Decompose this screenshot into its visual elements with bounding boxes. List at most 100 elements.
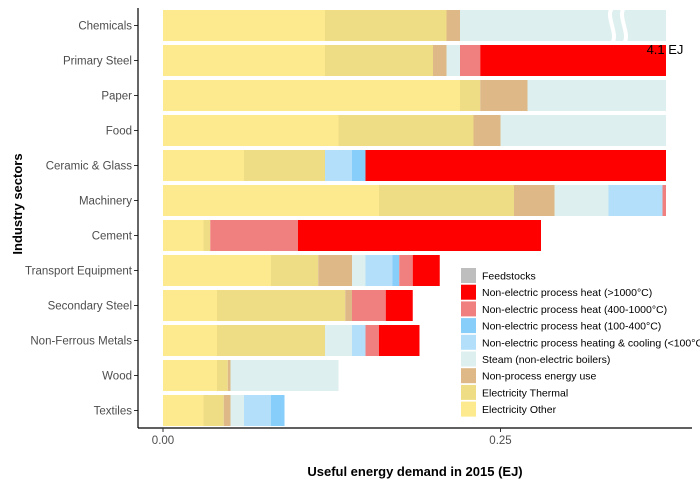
legend-label-steam-non-electric-boilers: Steam (non-electric boilers) <box>482 354 610 366</box>
category-label: Secondary Steel <box>48 301 132 313</box>
legend-label-non-electric-process-heat-100-400-c: Non-electric process heat (100-400°C) <box>482 321 661 333</box>
bar-textiles-electricity-thermal <box>203 395 224 426</box>
bar-secondary-steel-electricity-thermal <box>217 290 346 321</box>
legend-label-non-electric-process-heat-400-1000-c: Non-electric process heat (400-1000°C) <box>482 304 667 316</box>
bar-transport-equipment-non-electric-process-heat-1000-c <box>412 255 440 286</box>
bar-paper-steam-non-electric-boilers <box>527 80 666 111</box>
legend-label-non-electric-process-heat-1000-c: Non-electric process heat (>1000°C) <box>482 287 652 299</box>
bar-ceramic-glass-non-electric-process-heat-1000-c <box>365 150 666 181</box>
bar-textiles-non-electric-process-heat-100-400-c <box>271 395 285 426</box>
bar-primary-steel-electricity-thermal <box>325 45 433 76</box>
bar-paper-electricity-thermal <box>460 80 481 111</box>
bar-wood-electricity-thermal <box>217 360 228 391</box>
labels-layer: Chemicals Primary Steel Paper Food Ceramic &… <box>25 21 684 448</box>
category-label: Chemicals <box>78 21 132 33</box>
bar-secondary-steel-electricity-other <box>163 290 217 321</box>
legend-label-non-electric-process-heating-cooling-100-c: Non-electric process heating & cooling (… <box>482 337 700 349</box>
axes-layer <box>134 8 692 432</box>
bar-transport-equipment-non-process-energy-use <box>318 255 352 286</box>
bars-layer <box>163 6 666 426</box>
bar-paper-electricity-other <box>163 80 460 111</box>
bar-transport-equipment-electricity-thermal <box>271 255 319 286</box>
bar-primary-steel-non-electric-process-heat-400-1000-c <box>460 45 481 76</box>
legend-label-feedstocks: Feedstocks <box>482 271 536 283</box>
category-label: Wood <box>102 371 132 383</box>
legend-swatch-feedstocks <box>461 268 476 283</box>
bar-cement-non-electric-process-heat-1000-c <box>298 220 541 251</box>
bar-secondary-steel-non-process-energy-use <box>345 290 352 321</box>
bar-textiles-non-electric-process-heating-cooling-100-c <box>244 395 271 426</box>
legend-swatch-electricity-other <box>461 401 476 417</box>
category-label: Cement <box>92 231 133 243</box>
bar-non-ferrous-metals-electricity-thermal <box>217 325 325 356</box>
bar-machinery-electricity-other <box>163 185 379 216</box>
legend-swatch-non-electric-process-heat-1000-c <box>461 284 476 300</box>
bar-chemicals-steam-non-electric-boilers <box>460 10 666 41</box>
bar-non-ferrous-metals-non-electric-process-heat-400-1000-c <box>365 325 379 356</box>
category-label: Paper <box>101 91 132 103</box>
bar-primary-steel-non-electric-process-heat-1000-c <box>480 45 666 76</box>
bar-ceramic-glass-electricity-other <box>163 150 244 181</box>
bar-wood-non-process-energy-use <box>227 360 231 391</box>
value-annotation: 4.1 EJ <box>647 42 684 57</box>
legend-label-electricity-other: Electricity Other <box>482 404 557 416</box>
category-label: Transport Equipment <box>25 266 133 278</box>
legend-swatch-electricity-thermal <box>461 384 476 400</box>
bar-secondary-steel-non-electric-process-heat-400-1000-c <box>352 290 386 321</box>
bar-textiles-non-process-energy-use <box>223 395 231 426</box>
bar-cement-electricity-thermal <box>203 220 211 251</box>
legend-swatch-non-electric-process-heating-cooling-100-c <box>461 334 476 350</box>
bar-primary-steel-non-process-energy-use <box>433 45 447 76</box>
category-label: Machinery <box>79 196 132 208</box>
legend-swatch-steam-non-electric-boilers <box>461 351 476 367</box>
legend-swatch-non-process-energy-use <box>461 368 476 384</box>
bar-chemicals-non-process-energy-use <box>446 10 460 41</box>
bar-machinery-non-electric-process-heating-cooling-100-c <box>608 185 663 216</box>
bar-transport-equipment-steam-non-electric-boilers <box>352 255 366 286</box>
bar-food-steam-non-electric-boilers <box>500 115 666 146</box>
bar-ceramic-glass-electricity-thermal <box>244 150 325 181</box>
bar-transport-equipment-electricity-other <box>163 255 271 286</box>
bar-non-ferrous-metals-electricity-other <box>163 325 217 356</box>
bar-primary-steel-electricity-other <box>163 45 325 76</box>
bar-textiles-electricity-other <box>163 395 204 426</box>
legend: Feedstocks Non-electric process heat (>10… <box>461 268 700 417</box>
x-axis-title: Useful energy demand in 2015 (EJ) <box>307 464 522 479</box>
bar-food-non-process-energy-use <box>473 115 501 146</box>
x-tick-label: 0.25 <box>489 435 511 447</box>
legend-swatch-non-electric-process-heat-100-400-c <box>461 318 476 334</box>
category-label: Primary Steel <box>63 56 132 68</box>
bar-non-ferrous-metals-steam-non-electric-boilers <box>325 325 352 356</box>
legend-label-electricity-thermal: Electricity Thermal <box>482 387 568 399</box>
bar-machinery-electricity-thermal <box>379 185 514 216</box>
legend-label-non-process-energy-use: Non-process energy use <box>482 371 597 383</box>
category-label: Textiles <box>94 406 133 418</box>
x-tick-label: 0.00 <box>152 435 174 447</box>
y-axis-title: Industry sectors <box>10 153 25 254</box>
bar-chemicals-electricity-thermal <box>325 10 447 41</box>
bar-machinery-steam-non-electric-boilers <box>554 185 609 216</box>
bar-non-ferrous-metals-non-electric-process-heat-1000-c <box>379 325 420 356</box>
axis-break-mark <box>608 6 616 45</box>
bar-food-electricity-thermal <box>338 115 474 146</box>
bar-transport-equipment-non-electric-process-heating-cooling-100-c <box>365 255 393 286</box>
bar-chemicals-electricity-other <box>163 10 325 41</box>
bar-machinery-non-electric-process-heat-400-1000-c <box>662 185 666 216</box>
category-label: Food <box>106 126 132 138</box>
axis-break-mark <box>620 6 628 45</box>
category-label: Ceramic & Glass <box>46 161 133 173</box>
bar-non-ferrous-metals-non-electric-process-heating-cooling-100-c <box>352 325 366 356</box>
category-label: Non-Ferrous Metals <box>30 336 132 348</box>
bar-transport-equipment-non-electric-process-heat-100-400-c <box>392 255 400 286</box>
legend-swatch-non-electric-process-heat-400-1000-c <box>461 301 476 317</box>
bar-ceramic-glass-non-electric-process-heat-100-400-c <box>352 150 366 181</box>
bar-machinery-non-process-energy-use <box>514 185 555 216</box>
bar-cement-electricity-other <box>163 220 204 251</box>
bar-ceramic-glass-non-electric-process-heating-cooling-100-c <box>325 150 352 181</box>
bar-paper-non-process-energy-use <box>480 80 528 111</box>
bar-wood-steam-non-electric-boilers <box>230 360 339 391</box>
bar-primary-steel-steam-non-electric-boilers <box>446 45 460 76</box>
bar-food-electricity-other <box>163 115 339 146</box>
bar-cement-non-electric-process-heat-400-1000-c <box>210 220 298 251</box>
